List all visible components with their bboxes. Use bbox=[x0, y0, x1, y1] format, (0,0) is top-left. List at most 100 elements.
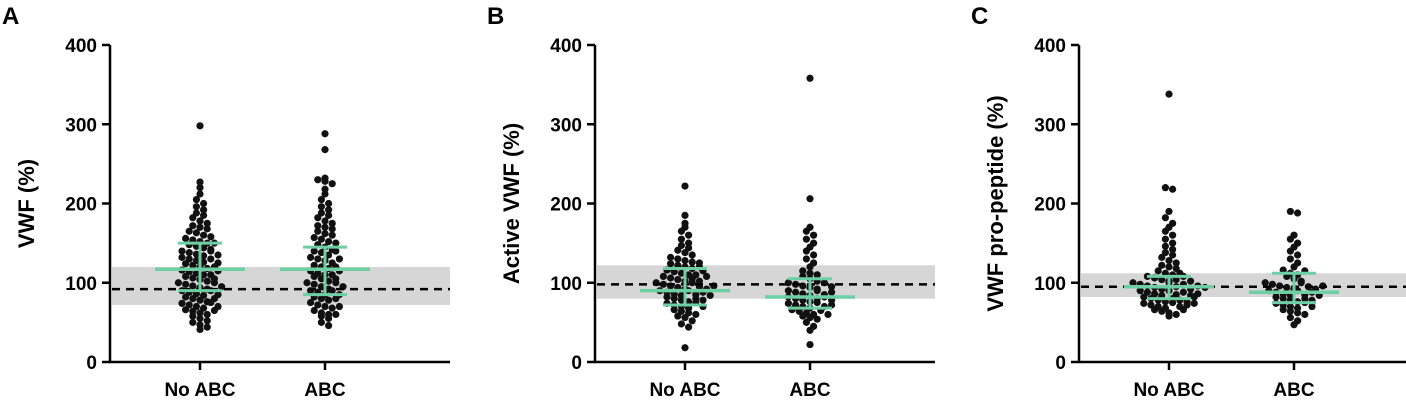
data-point bbox=[182, 272, 190, 281]
data-point bbox=[802, 247, 810, 255]
data-point bbox=[182, 293, 190, 301]
panel-label: A bbox=[2, 3, 19, 30]
data-point bbox=[703, 272, 711, 281]
data-point bbox=[799, 312, 807, 320]
data-point bbox=[178, 253, 186, 261]
data-point bbox=[317, 275, 325, 283]
data-point bbox=[203, 323, 211, 331]
data-point bbox=[1297, 279, 1305, 287]
y-tick-label: 300 bbox=[1034, 115, 1066, 136]
data-point bbox=[1190, 299, 1198, 307]
data-point bbox=[325, 314, 333, 323]
data-point bbox=[335, 255, 343, 263]
data-point bbox=[321, 130, 329, 138]
data-point bbox=[185, 227, 193, 235]
y-tick-label: 300 bbox=[550, 115, 582, 136]
data-point bbox=[1172, 259, 1180, 267]
data-point bbox=[314, 222, 322, 230]
data-point bbox=[1158, 261, 1166, 269]
data-point bbox=[1179, 306, 1187, 314]
data-point bbox=[196, 217, 204, 225]
data-point bbox=[1294, 251, 1302, 259]
data-point bbox=[307, 253, 315, 261]
x-category-label: No ABC bbox=[649, 380, 720, 401]
data-point bbox=[317, 312, 325, 320]
data-point bbox=[1161, 227, 1169, 235]
data-point bbox=[200, 199, 208, 208]
data-point bbox=[674, 275, 682, 284]
data-point bbox=[196, 223, 204, 231]
data-point bbox=[806, 269, 814, 277]
y-tick-label: 400 bbox=[65, 36, 97, 57]
data-point bbox=[1161, 235, 1169, 243]
data-point bbox=[685, 231, 693, 239]
data-point bbox=[203, 317, 211, 325]
data-point bbox=[1294, 309, 1302, 317]
y-tick-label: 200 bbox=[1034, 195, 1066, 216]
data-point bbox=[310, 306, 318, 315]
x-category-label: ABC bbox=[304, 380, 345, 401]
data-point bbox=[196, 190, 204, 198]
data-point bbox=[1154, 267, 1162, 275]
data-point bbox=[1169, 251, 1177, 259]
data-point bbox=[1290, 263, 1298, 271]
y-tick-label: 300 bbox=[65, 115, 97, 136]
data-point bbox=[677, 227, 685, 235]
data-point bbox=[189, 295, 197, 303]
y-axis-label: VWF (%) bbox=[14, 159, 39, 248]
data-point bbox=[674, 255, 682, 263]
data-point bbox=[200, 206, 208, 214]
data-point bbox=[314, 214, 322, 222]
data-point bbox=[681, 211, 689, 219]
reference-band bbox=[597, 265, 935, 299]
data-point bbox=[1301, 310, 1309, 319]
data-point bbox=[1161, 214, 1169, 222]
chart-svg: A VWF (%) 0 100 200 300 400 No ABC ABC bbox=[2, 3, 450, 401]
y-tick-label: 100 bbox=[65, 274, 97, 295]
data-point bbox=[182, 280, 190, 288]
data-point bbox=[196, 184, 204, 192]
chart-panel-c: C VWF pro-peptide (%) 0 100 200 300 400 No ABC A… bbox=[969, 0, 1406, 403]
data-point bbox=[332, 279, 340, 287]
data-point bbox=[1286, 207, 1294, 216]
data-point bbox=[670, 295, 678, 303]
data-point bbox=[328, 287, 336, 295]
data-point bbox=[325, 277, 333, 285]
data-point bbox=[1179, 288, 1187, 296]
data-point bbox=[214, 251, 222, 259]
data-point bbox=[813, 315, 821, 323]
data-point bbox=[317, 295, 325, 303]
data-point bbox=[659, 280, 667, 288]
data-point bbox=[200, 211, 208, 219]
data-point bbox=[692, 310, 700, 319]
data-point bbox=[1169, 245, 1177, 254]
data-point bbox=[321, 217, 329, 225]
data-point bbox=[667, 260, 675, 268]
data-point bbox=[182, 234, 190, 242]
data-point bbox=[1187, 277, 1195, 285]
data-point bbox=[200, 231, 208, 239]
data-point bbox=[1129, 279, 1137, 287]
data-point bbox=[332, 310, 340, 319]
data-point bbox=[1161, 184, 1169, 192]
data-point bbox=[310, 272, 318, 281]
data-point bbox=[659, 272, 667, 281]
data-point bbox=[328, 219, 336, 227]
data-point bbox=[828, 283, 836, 291]
data-point bbox=[196, 314, 204, 323]
data-point bbox=[685, 323, 693, 331]
data-point bbox=[189, 312, 197, 320]
data-point bbox=[824, 310, 832, 319]
data-point bbox=[663, 293, 671, 301]
data-point bbox=[784, 299, 792, 307]
data-point bbox=[1165, 263, 1173, 271]
data-point bbox=[813, 287, 821, 295]
data-point bbox=[178, 247, 186, 255]
data-point bbox=[310, 247, 318, 255]
data-point bbox=[196, 122, 204, 130]
data-point bbox=[667, 274, 675, 282]
data-point bbox=[1165, 207, 1173, 216]
data-point bbox=[810, 231, 818, 239]
y-tick-label: 0 bbox=[1055, 353, 1066, 374]
data-point bbox=[189, 318, 197, 326]
